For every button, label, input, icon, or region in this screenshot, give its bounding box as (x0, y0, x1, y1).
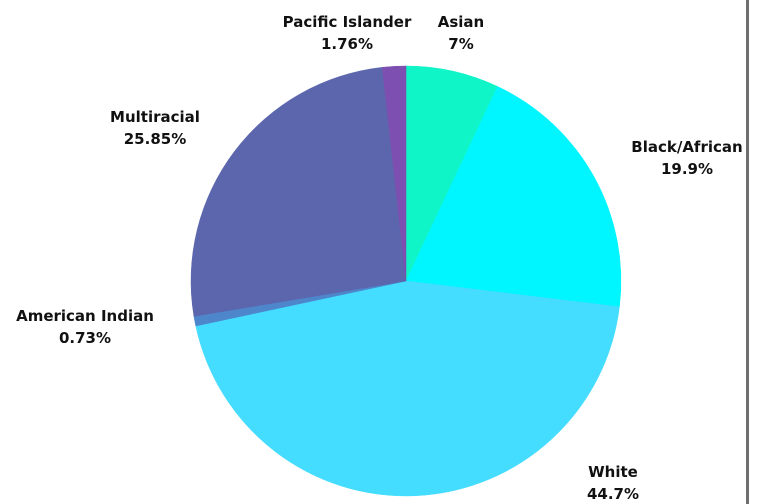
slice-label-white: White (588, 463, 638, 481)
slice-value-multiracial: 25.85% (124, 130, 186, 148)
slice-value-asian: 7% (448, 35, 473, 53)
slice-value-american-indian: 0.73% (59, 329, 111, 347)
pie-labels: Asian 7% Black/African 19.9% White 44.7% Ameri… (16, 13, 743, 503)
pie-slices (190, 65, 622, 497)
pie-slice-multiracial (190, 67, 407, 317)
frame-border (746, 0, 749, 504)
slice-value-pacific-islander: 1.76% (321, 35, 373, 53)
slice-label-asian: Asian (438, 13, 484, 31)
slice-label-american-indian: American Indian (16, 307, 154, 325)
pie-slice-black-african (405, 86, 622, 308)
pie-slice-white (195, 280, 620, 497)
slice-label-multiracial: Multiracial (110, 108, 200, 126)
slice-value-white: 44.7% (587, 485, 639, 503)
slice-value-black-african: 19.9% (661, 160, 713, 178)
pie-slice-pacific-islander (381, 65, 407, 282)
slice-label-black-african: Black/African (631, 138, 742, 156)
slice-label-pacific-islander: Pacific Islander (283, 13, 412, 31)
